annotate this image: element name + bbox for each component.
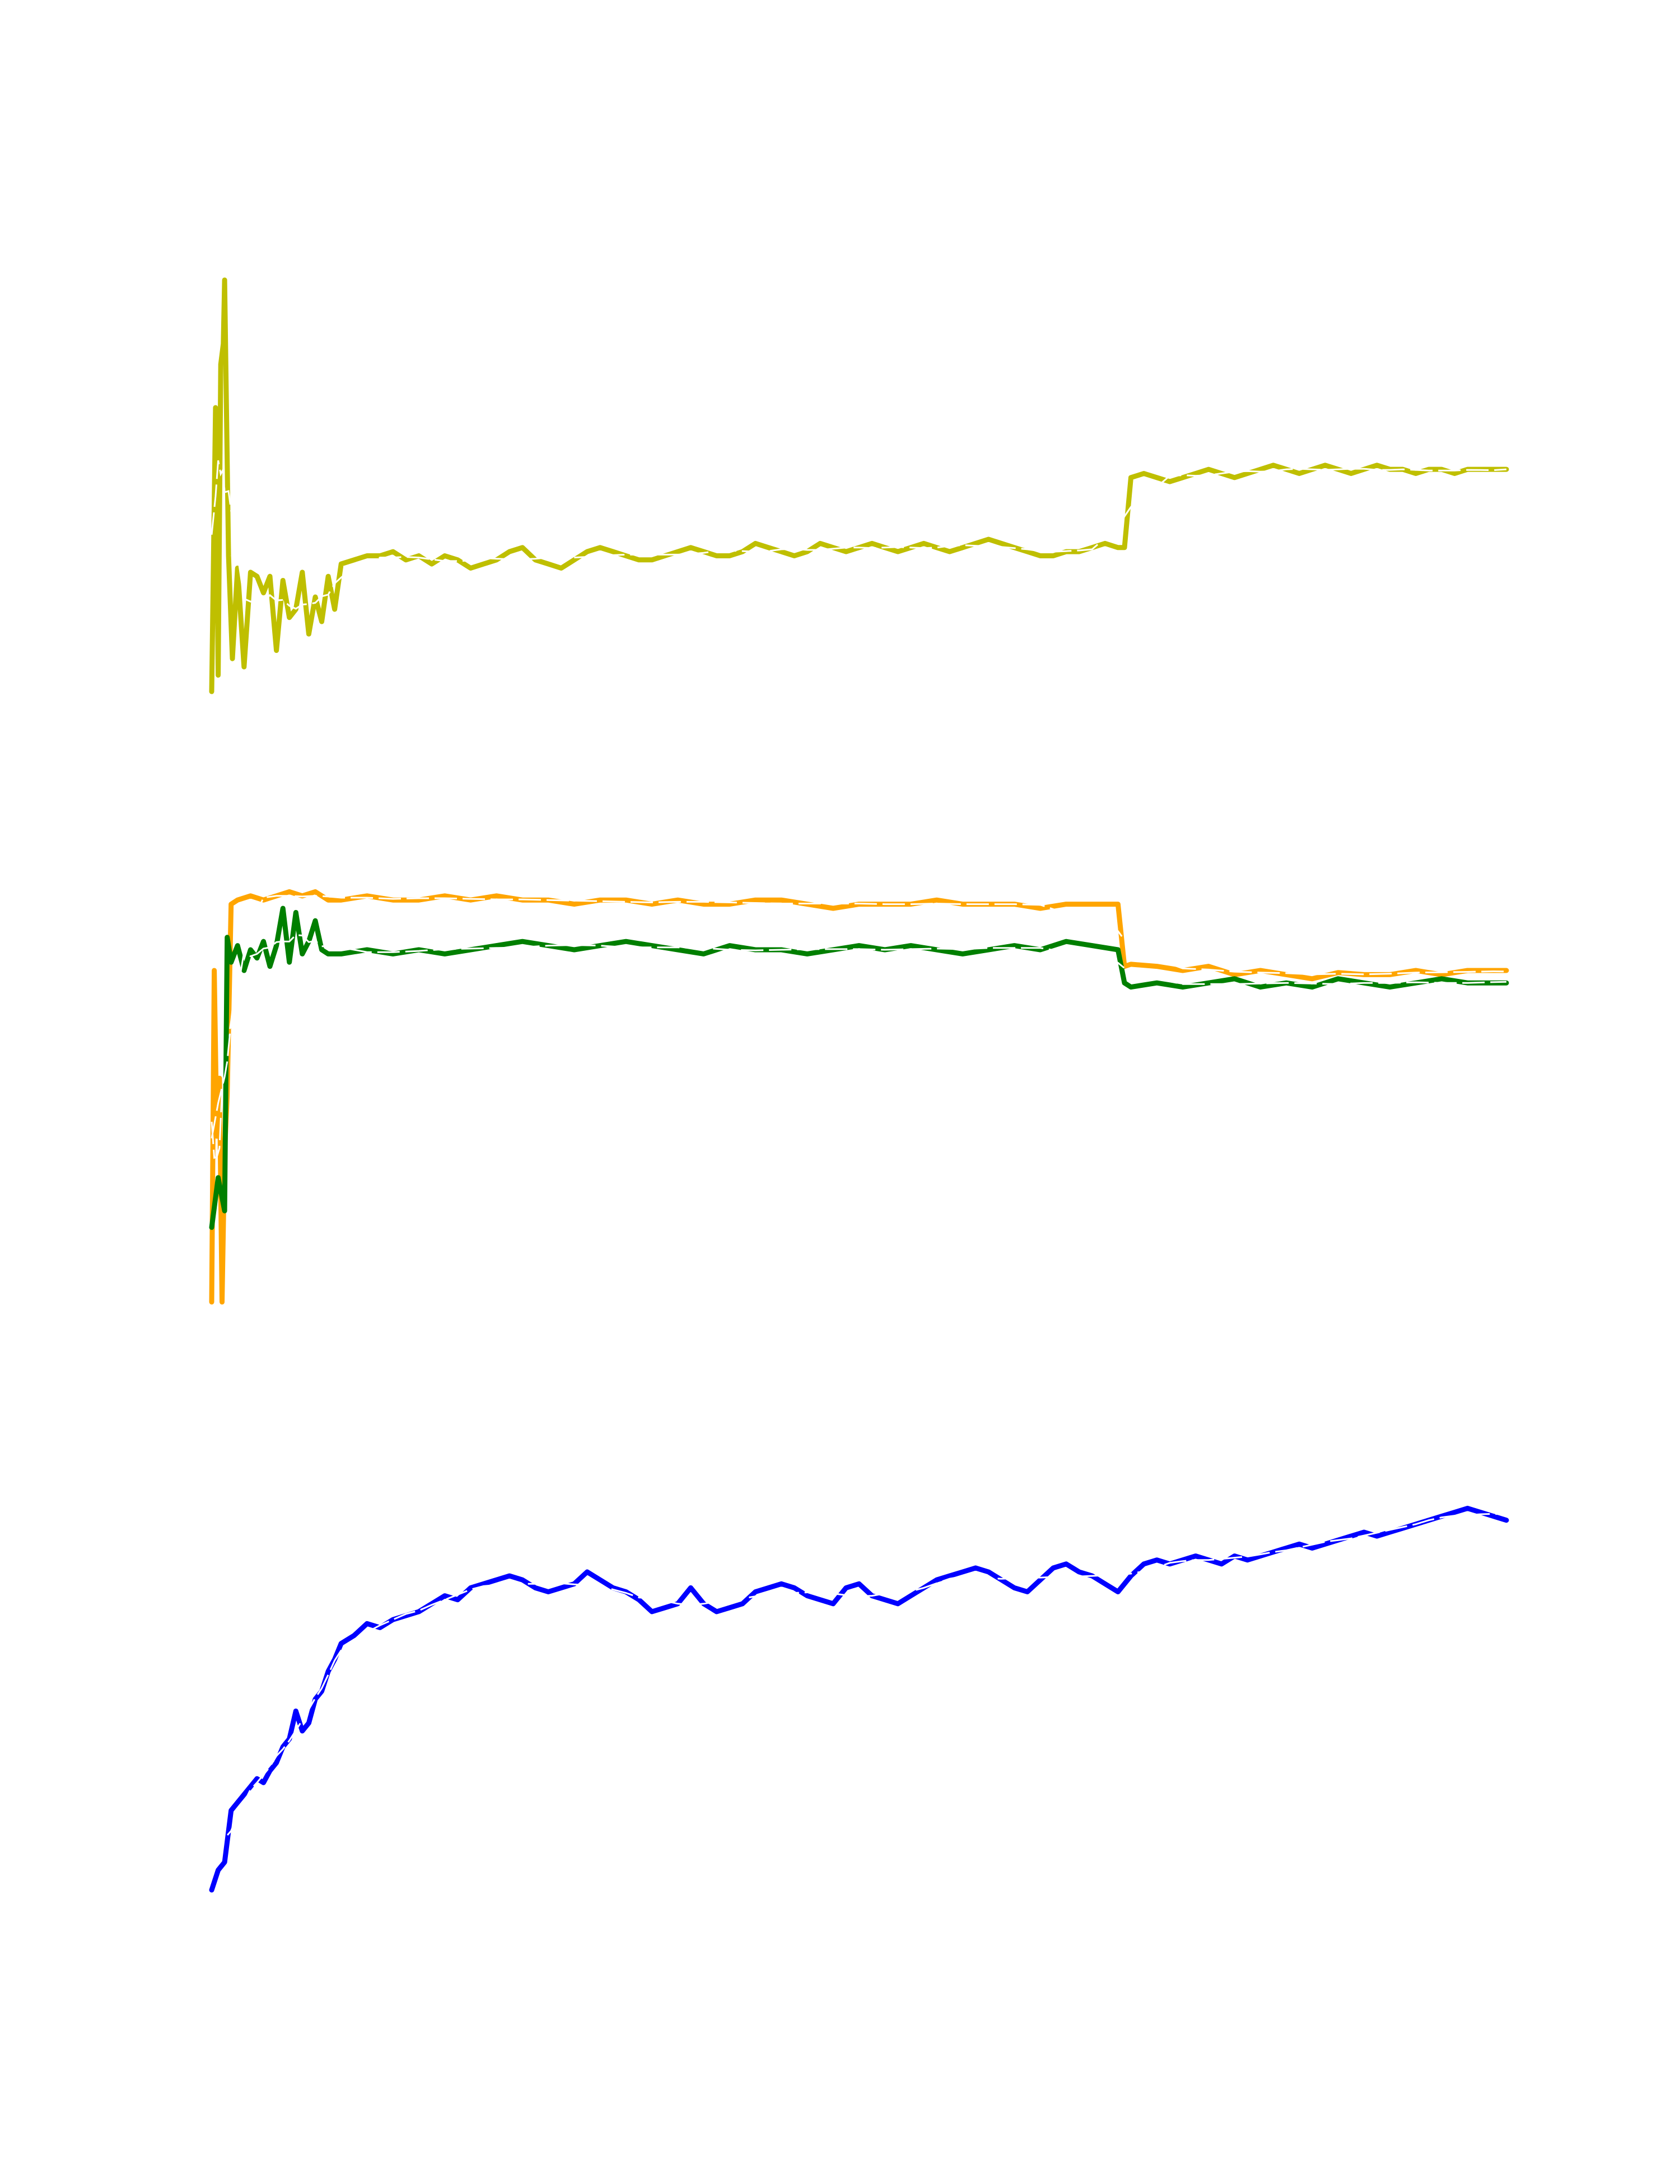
panel-middle — [209, 889, 1509, 1305]
series-line-0-0 — [209, 277, 1509, 694]
series-mean-line-2-0 — [211, 1513, 1507, 1859]
panel-top — [209, 277, 1509, 694]
series-mean-line-1-0 — [211, 895, 1507, 1159]
panel-bottom — [209, 1505, 1509, 1893]
series-mean-line-1-1 — [211, 934, 1507, 1138]
series-mean-line-0-0 — [211, 460, 1507, 610]
series-line-2-0 — [209, 1505, 1509, 1893]
series-line-1-1 — [209, 906, 1509, 1230]
